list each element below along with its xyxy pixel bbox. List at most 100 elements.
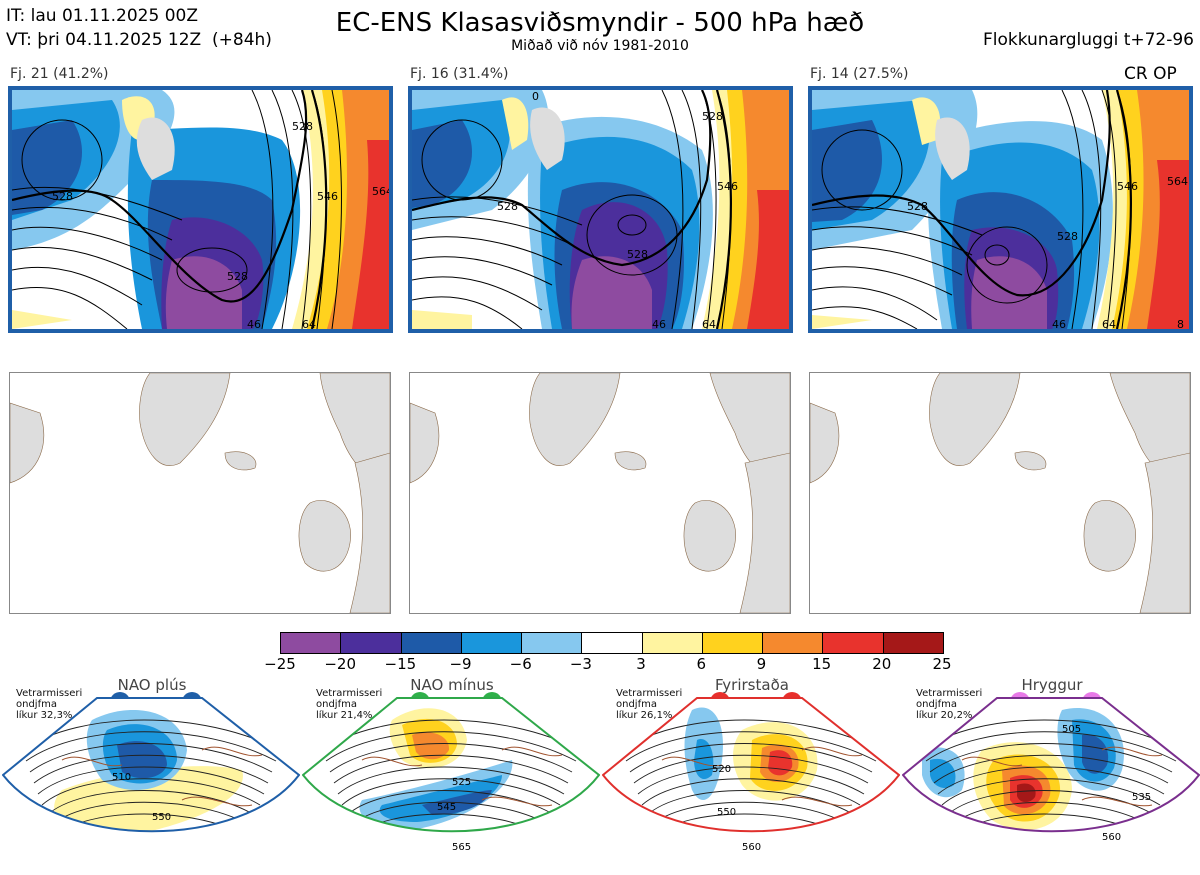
regime-sector-svg: 510 550 [1, 697, 301, 833]
colorbar-tick-label: −20 [324, 655, 356, 673]
contour-label: 8 [1177, 318, 1184, 329]
regime-prob-line: líkur 21,4% [316, 710, 373, 721]
contour-label: 0 [532, 90, 539, 103]
init-time: IT: lau 01.11.2025 00Z [6, 6, 198, 26]
cluster-map-3: 528 528 546 564 46 64 8 [808, 86, 1193, 333]
regime-contour-label: 545 [437, 802, 456, 813]
regime-contour-label: 560 [742, 842, 761, 853]
colorbar-segment [642, 633, 703, 653]
contour-label: 528 [52, 190, 73, 203]
cluster-map-3-svg: 528 528 546 564 46 64 8 [812, 90, 1189, 329]
colorbar-tick-label: −25 [264, 655, 296, 673]
colorbar-tick-label: 9 [756, 655, 767, 673]
contour-label: 46 [247, 318, 261, 329]
contour-label: 64 [302, 318, 316, 329]
regime-panel: 520 550 560 [601, 690, 901, 871]
colorbar-segment [582, 633, 643, 653]
cluster-window: Flokkunargluggi t+72-96 [982, 30, 1194, 50]
regime-prob-line: ondjfma [616, 699, 657, 710]
regime-prob-line: líkur 20,2% [916, 710, 973, 721]
cluster-map-2: 0 528 528 528 546 46 64 [408, 86, 793, 333]
contour-label: 528 [907, 200, 928, 213]
regime-contour-label: 550 [717, 807, 736, 818]
colorbar-segment [702, 633, 764, 653]
colorbar-tick-label: 3 [636, 655, 646, 673]
regime-contour-label: 505 [1062, 724, 1081, 735]
contour-label: 528 [292, 120, 313, 133]
header-times: IT: lau 01.11.2025 00Z VT: þri 04.11.202… [6, 4, 272, 52]
colorbar-segment [823, 633, 884, 653]
cluster-label-2: Fj. 16 (31.4%) [410, 66, 509, 82]
valid-time: VT: þri 04.11.2025 12Z (+84h) [6, 30, 272, 50]
colorbar-segment [763, 633, 824, 653]
regime-contour-label: 525 [452, 777, 471, 788]
contour-label: 546 [717, 180, 738, 193]
contour-label: 546 [1117, 180, 1138, 193]
cluster-map-1: 528 528 528 546 564 46 64 [8, 86, 393, 333]
regime-name: Fyrirstaða [715, 676, 789, 694]
empty-map-1 [9, 372, 391, 614]
colorbar-tick-label: −15 [384, 655, 417, 673]
contour-label: 564 [1167, 175, 1188, 188]
colorbar-segment [281, 633, 342, 653]
colorbar-tick-label: 6 [696, 655, 707, 673]
empty-map-2 [409, 372, 791, 614]
colorbar [280, 632, 944, 654]
regime-name: NAO plús [117, 676, 187, 694]
regime-probability: Vetrarmisseri ondjfma líkur 32,3% [16, 688, 82, 721]
regime-name: NAO mínus [410, 676, 494, 694]
colorbar-tick-label: −9 [449, 655, 472, 673]
regime-panel: 525 545 565 [301, 690, 601, 871]
regime-name: Hryggur [1021, 676, 1083, 694]
contour-label: 528 [497, 200, 518, 213]
regime-contour-label: 510 [112, 772, 131, 783]
contour-label: 528 [1057, 230, 1078, 243]
colorbar-segment [883, 633, 943, 653]
regime-prob-line: líkur 32,3% [16, 710, 73, 721]
empty-map-3 [809, 372, 1191, 614]
cr-op-label: CR OP [1124, 64, 1177, 84]
regime-probability: Vetrarmisseri ondjfma líkur 21,4% [316, 688, 382, 721]
regime-prob-line: Vetrarmisseri [616, 688, 683, 699]
regime-prob-line: Vetrarmisseri [316, 688, 383, 699]
page-subtitle: Miðað við nóv 1981-2010 [511, 38, 689, 54]
contour-label: 528 [702, 110, 723, 123]
regime-sector-svg: 525 545 565 [301, 697, 601, 853]
cluster-label-3: Fj. 14 (27.5%) [810, 66, 909, 82]
regime-prob-line: Vetrarmisseri [916, 688, 983, 699]
regime-prob-line: ondjfma [316, 699, 357, 710]
land-map-3 [810, 373, 1190, 613]
colorbar-segment [522, 633, 583, 653]
colorbar-tick-label: 20 [872, 655, 892, 673]
regime-prob-line: Vetrarmisseri [16, 688, 83, 699]
colorbar-tick-label: 25 [932, 655, 952, 673]
contour-label: 528 [627, 248, 648, 261]
regime-contour-label: 560 [1102, 832, 1121, 843]
colorbar-segment [401, 633, 462, 653]
regime-sector-svg: 520 550 560 [601, 697, 901, 853]
cluster-label-1: Fj. 21 (41.2%) [10, 66, 109, 82]
contour-label: 528 [227, 270, 248, 283]
regime-probability: Vetrarmisseri ondjfma líkur 26,1% [616, 688, 682, 721]
regime-contour-label: 520 [712, 764, 731, 775]
colorbar-segment [341, 633, 402, 653]
regime-contour-label: 535 [1132, 792, 1151, 803]
regime-contour-label: 550 [152, 812, 171, 823]
regime-prob-line: líkur 26,1% [616, 710, 673, 721]
regime-contour-label: 565 [452, 842, 471, 853]
contour-label: 64 [1102, 318, 1116, 329]
colorbar-tick-label: −6 [509, 655, 532, 673]
regime-probability: Vetrarmisseri ondjfma líkur 20,2% [916, 688, 982, 721]
colorbar-tick-label: 15 [812, 655, 832, 673]
contour-label: 46 [652, 318, 666, 329]
colorbar-tick-label: −3 [569, 655, 592, 673]
cluster-map-1-svg: 528 528 528 546 564 46 64 [12, 90, 389, 329]
contour-label: 546 [317, 190, 338, 203]
regime-panel: 505 535 560 [901, 690, 1200, 871]
regime-sector-svg: 505 535 560 [901, 697, 1200, 843]
land-map-1 [10, 373, 390, 613]
regime-prob-line: ondjfma [916, 699, 957, 710]
contour-label: 64 [702, 318, 716, 329]
regime-prob-line: ondjfma [16, 699, 57, 710]
contour-label: 46 [1052, 318, 1066, 329]
